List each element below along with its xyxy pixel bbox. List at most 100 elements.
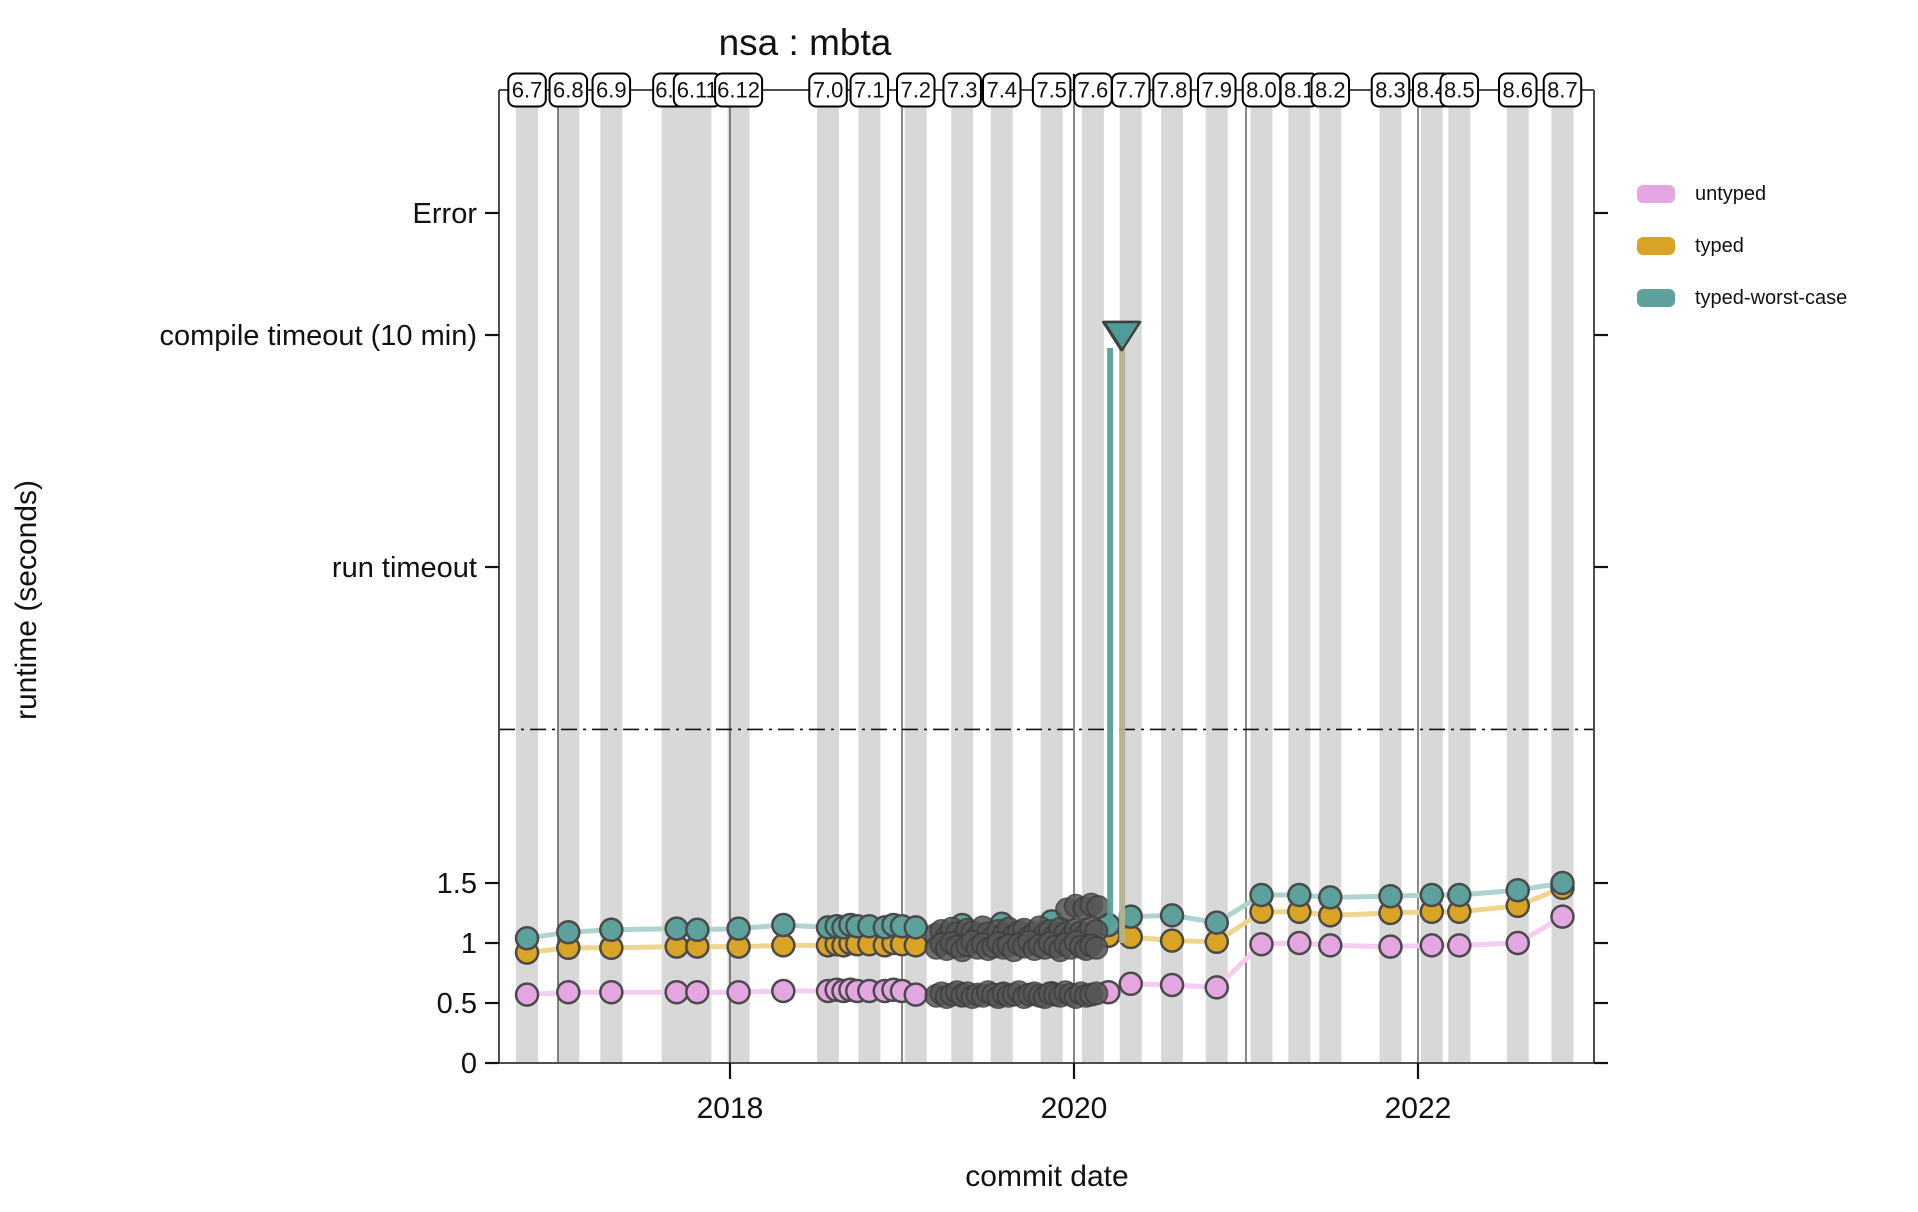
typed-worst-case-point (1318, 885, 1343, 910)
untyped-point (514, 982, 540, 1007)
version-box (808, 72, 848, 108)
version-box (896, 72, 936, 108)
y-tick-label: run timeout (332, 552, 477, 584)
version-band (1551, 90, 1574, 1063)
untyped-point (1287, 930, 1312, 956)
version-band (557, 90, 580, 1063)
version-box (507, 72, 547, 108)
version-box-label: 6.9 (596, 78, 627, 103)
version-box (714, 72, 764, 108)
version-box-label: 8.1 (1284, 78, 1315, 103)
typed-worst-case-point (726, 916, 751, 941)
y-tick-label: compile timeout (10 min) (160, 320, 478, 352)
typed-worst-case-point (1550, 870, 1575, 896)
legend-label: typed (1695, 234, 1744, 257)
version-box (1542, 72, 1583, 108)
version-box (1498, 72, 1538, 108)
version-band (1506, 90, 1529, 1063)
legend-item-untyped: untyped (1637, 176, 1847, 212)
version-band (1448, 90, 1471, 1063)
version-box (982, 72, 1022, 108)
untyped-point (1419, 933, 1445, 958)
version-box-label: 6.8 (553, 78, 584, 103)
typed-worst-case-point (556, 919, 581, 945)
untyped-point (664, 979, 689, 1005)
untyped-point (1318, 933, 1343, 958)
commit-point (1086, 895, 1111, 919)
y-tick-label: 0 (461, 1048, 477, 1080)
version-box-label: 6.12 (717, 78, 760, 103)
version-box (849, 72, 890, 108)
typed-worst-case-point (1287, 882, 1312, 908)
untyped-point (1249, 931, 1274, 957)
version-band (1379, 90, 1402, 1063)
version-box-label: 8.7 (1547, 78, 1578, 103)
version-band (1319, 90, 1342, 1063)
typed-worst-case-point (1159, 903, 1185, 928)
untyped-point (1378, 934, 1403, 959)
version-box (1370, 72, 1411, 108)
y-tick-label: 1 (461, 928, 477, 960)
version-box-label: 7.1 (854, 78, 885, 103)
untyped-swatch-icon (1637, 185, 1675, 203)
untyped-point (599, 979, 624, 1005)
version-band (600, 90, 623, 1063)
version-box-label: 7.7 (1115, 78, 1146, 103)
version-band (1161, 90, 1184, 1063)
version-box-label: 8.3 (1375, 78, 1406, 103)
legend: untyped typed typed-worst-case (1637, 176, 1847, 332)
version-band (1205, 90, 1228, 1063)
untyped-point (726, 979, 751, 1005)
typed-worst-case-point (1204, 910, 1230, 935)
version-box-label: 7.9 (1201, 78, 1232, 103)
version-box (1439, 72, 1480, 108)
typed-worst-case-point (664, 916, 689, 941)
version-band (1420, 90, 1443, 1063)
untyped-point (771, 978, 796, 1004)
typed-worst-case-point (1505, 877, 1531, 903)
typed-point (771, 933, 796, 958)
version-box (942, 72, 982, 108)
y-axis-title: runtime (seconds) (10, 479, 43, 721)
typed-worst-case-point (685, 917, 710, 943)
version-band (904, 90, 927, 1063)
version-band (1288, 90, 1311, 1063)
typed-swatch-icon (1637, 237, 1675, 255)
untyped-point (1118, 971, 1144, 997)
version-band (858, 90, 881, 1063)
x-tick-label: 2020 (1041, 1092, 1108, 1125)
version-box-label: 7.8 (1157, 78, 1188, 103)
timeout-triangle-icon (1102, 320, 1142, 352)
version-box (1152, 72, 1192, 108)
version-box-label: 7.0 (813, 78, 844, 103)
version-box-label: 7.3 (947, 78, 978, 103)
version-box-label: 8.6 (1502, 78, 1533, 103)
version-box-label: 7.2 (900, 78, 931, 103)
legend-label: untyped (1695, 182, 1767, 205)
y-tick-label: Error (413, 198, 478, 230)
version-box-label: 7.6 (1078, 78, 1109, 103)
version-box (548, 72, 589, 108)
commit-point (1084, 935, 1109, 960)
untyped-point (1159, 972, 1185, 998)
y-tick-label: 1.5 (437, 868, 477, 900)
version-box-label: 6.11 (677, 78, 718, 103)
legend-label: typed-worst-case (1695, 286, 1848, 309)
typed-worst-case-point (599, 917, 624, 943)
version-band (1081, 90, 1104, 1063)
x-tick-label: 2018 (697, 1092, 764, 1125)
chart-title: nsa : mbta (718, 22, 892, 63)
x-axis-title: commit date (965, 1160, 1129, 1193)
x-tick-label: 2022 (1385, 1092, 1452, 1125)
typed-worst-case-point (903, 915, 929, 940)
commit-point (1084, 981, 1109, 1006)
version-band (990, 90, 1013, 1063)
untyped-point (1204, 975, 1230, 1000)
legend-item-typed: typed (1637, 228, 1847, 264)
version-box-label: 7.4 (986, 78, 1017, 103)
version-band (817, 90, 840, 1063)
version-box-label: 6.7 (512, 78, 543, 103)
typed-worst-case-point (1378, 883, 1403, 909)
typed-worst-case-swatch-icon (1637, 289, 1675, 307)
